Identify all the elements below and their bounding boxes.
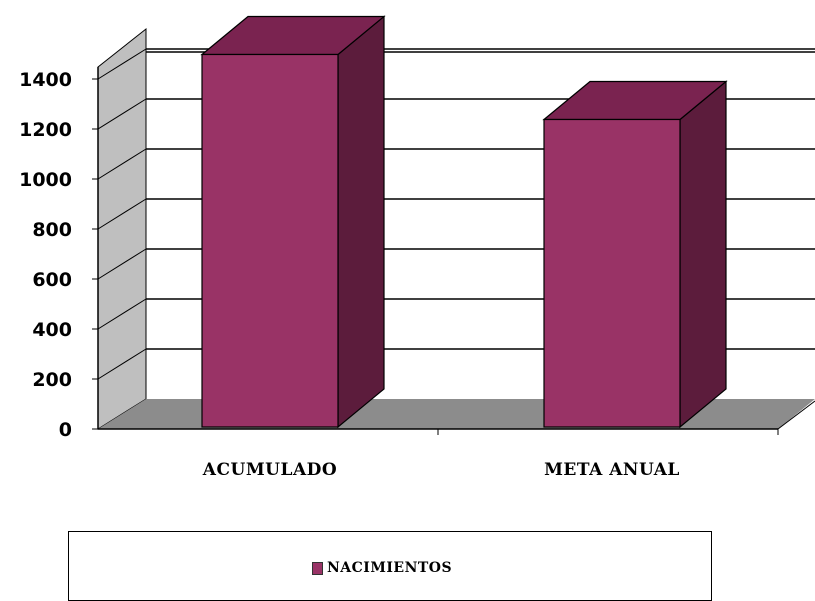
y-tick-label: 200: [32, 369, 72, 391]
legend-item: NACIMIENTOS: [312, 560, 452, 576]
y-tick-label: 800: [32, 219, 72, 241]
legend-swatch: [312, 561, 323, 575]
bar: [542, 80, 728, 429]
category-label: ACUMULADO: [202, 460, 337, 480]
bars: [200, 15, 728, 429]
gridline-diagonal: [97, 48, 147, 80]
floor-edge: [777, 400, 815, 430]
bar-front: [543, 118, 681, 428]
y-tick-label: 1400: [19, 69, 72, 91]
bar-front: [201, 53, 339, 428]
y-tick-label: 600: [32, 269, 72, 291]
y-axis: [92, 67, 815, 435]
y-tick-label: 400: [32, 319, 72, 341]
y-tick-label: 1000: [19, 169, 72, 191]
gridline-diagonal: [97, 348, 147, 380]
category-label: META ANUAL: [544, 460, 680, 480]
gridline-diagonal: [97, 298, 147, 330]
gridline-diagonal: [97, 248, 147, 280]
y-tick-label: 1200: [19, 119, 72, 141]
bar-side: [337, 15, 385, 429]
category-labels: ACUMULADO META ANUAL: [202, 460, 680, 480]
bar-side: [679, 80, 727, 429]
legend: NACIMIENTOS: [68, 531, 712, 601]
gridline-diagonal: [97, 98, 147, 130]
y-tick-label: 0: [59, 419, 72, 441]
legend-label: NACIMIENTOS: [327, 560, 453, 576]
gridline-diagonal: [97, 148, 147, 180]
bar: [200, 15, 386, 429]
side-wall: [97, 27, 147, 430]
y-tick-labels: 0 200 400 600 800 1000 1200 1400: [19, 69, 72, 441]
gridline-diagonal: [97, 198, 147, 230]
